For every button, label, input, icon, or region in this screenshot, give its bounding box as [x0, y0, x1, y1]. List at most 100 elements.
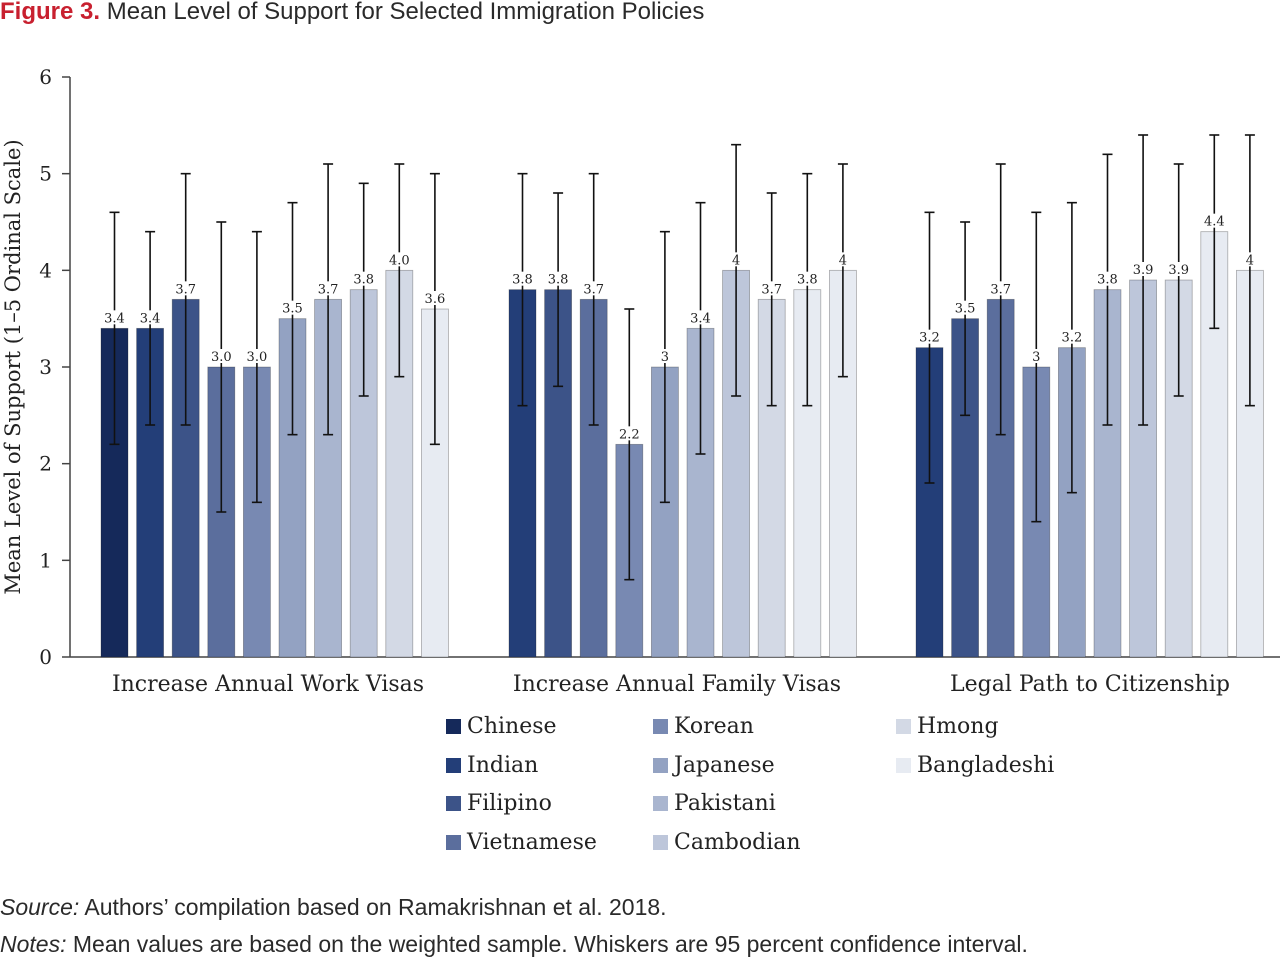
- bar-pakistani: [686, 327, 715, 658]
- data-label-bg: [508, 271, 537, 286]
- data-label-bg: [171, 281, 200, 296]
- data-label: 3.5: [955, 302, 976, 317]
- legend-swatch: [653, 757, 668, 773]
- data-label-bg: [420, 291, 449, 305]
- data-label: 3: [661, 350, 669, 365]
- legend-item-pakistani: Pakistani: [653, 791, 776, 816]
- data-label: 3.7: [583, 282, 604, 297]
- notes-text: Mean values are based on the weighted sa…: [66, 931, 1028, 957]
- legend-item-cambodian: Cambodian: [653, 830, 801, 855]
- data-label-bg: [686, 310, 715, 325]
- source-text: Authors’ compilation based on Ramakrishn…: [79, 894, 667, 920]
- data-label: 3.6: [425, 292, 446, 307]
- category-label: Legal Path to Citizenship: [950, 672, 1230, 697]
- source-note: Source: Authors’ compilation based on Ra…: [0, 894, 667, 921]
- data-label: 4.4: [1204, 215, 1225, 230]
- data-label: 4: [1246, 253, 1254, 268]
- data-label: 3.7: [175, 282, 196, 297]
- data-label: 3.7: [318, 282, 339, 297]
- legend-swatch: [653, 796, 668, 811]
- data-label: 3.4: [104, 311, 125, 326]
- category-label: Increase Annual Work Visas: [112, 672, 424, 697]
- y-tick-label: 1: [39, 548, 52, 572]
- data-label-bg: [658, 349, 671, 363]
- data-label: 3.8: [797, 273, 818, 288]
- data-label-bg: [242, 349, 271, 363]
- legend-swatch: [446, 757, 461, 773]
- data-label: 3.8: [353, 273, 374, 288]
- legend-swatch: [446, 834, 461, 850]
- legend-swatch: [653, 834, 668, 850]
- data-label-bg: [951, 300, 980, 315]
- data-label-bg: [1243, 252, 1256, 267]
- y-tick-label: 6: [39, 65, 52, 89]
- data-label-bg: [793, 271, 822, 286]
- legend-label: Filipino: [467, 791, 552, 816]
- notes-note: Notes: Mean values are based on the weig…: [0, 931, 1028, 958]
- data-label-bg: [986, 281, 1015, 296]
- data-label-bg: [207, 349, 236, 363]
- legend-swatch: [653, 719, 668, 734]
- y-tick-label: 4: [39, 258, 52, 282]
- legend-label: Bangladeshi: [917, 752, 1055, 778]
- data-label-bg: [1129, 262, 1158, 276]
- legend-label: Korean: [674, 714, 754, 739]
- data-label-bg: [136, 310, 165, 325]
- legend-item-vietnamese: Vietnamese: [446, 830, 597, 855]
- legend-swatch: [896, 719, 911, 734]
- data-label: 3.0: [247, 350, 268, 365]
- data-label: 3.8: [512, 273, 533, 288]
- data-label-bg: [1093, 271, 1122, 286]
- legend-swatch: [896, 757, 911, 773]
- y-tick-label: 0: [39, 645, 52, 669]
- legend-label: Japanese: [674, 752, 775, 778]
- legend-item-bangladeshi: Bangladeshi: [896, 753, 1054, 778]
- data-label: 3.2: [1062, 331, 1083, 346]
- data-label: 2.2: [619, 427, 640, 442]
- axes-layer: 0 1 2 3 4 5 6 Mean Level of Support (1–5 Ordina…: [1, 65, 1280, 669]
- figure-title: Figure 3. Mean Level of Support for Sele…: [0, 0, 704, 26]
- legend-label: Pakistani: [674, 791, 776, 816]
- notes-label: Notes:: [0, 931, 67, 957]
- legend-label: Indian: [467, 752, 539, 778]
- data-label: 3.4: [140, 311, 161, 326]
- bar-japanese: [278, 318, 307, 658]
- legend-item-indian: Indian: [446, 753, 538, 778]
- y-tick-label: 5: [39, 162, 52, 186]
- data-label-bg: [544, 271, 573, 286]
- data-label-bg: [349, 271, 378, 286]
- legend-swatch: [446, 719, 461, 734]
- legend-item-japanese: Japanese: [653, 753, 775, 778]
- data-label-bg: [1200, 213, 1229, 228]
- data-label: 3.8: [548, 273, 569, 288]
- data-label: 3.5: [282, 302, 303, 317]
- data-label: 3.8: [1097, 273, 1118, 288]
- data-label: 3.0: [211, 350, 232, 365]
- data-label-bg: [757, 281, 786, 296]
- data-label: 3.9: [1168, 263, 1189, 278]
- legend-item-filipino: Filipino: [446, 791, 552, 816]
- data-label: 3.9: [1133, 263, 1154, 278]
- legend-label: Hmong: [917, 714, 999, 739]
- bars-layer: [100, 134, 1264, 658]
- data-label-bg: [1030, 349, 1043, 363]
- data-label-bg: [579, 281, 608, 296]
- figure-title-text: Mean Level of Support for Selected Immig…: [106, 0, 705, 25]
- legend-label: Vietnamese: [467, 829, 597, 855]
- legend-label: Chinese: [467, 714, 557, 739]
- data-label: 3.7: [761, 282, 782, 297]
- data-label-bg: [730, 252, 743, 267]
- data-label-bg: [314, 281, 343, 296]
- legend-swatch: [446, 796, 461, 811]
- y-tick-label: 3: [39, 355, 52, 379]
- data-label-bg: [1164, 262, 1193, 276]
- data-label-bg: [278, 300, 307, 315]
- y-axis-title: Mean Level of Support (1–5 Ordinal Scale…: [1, 139, 25, 594]
- legend-item-chinese: Chinese: [446, 714, 557, 739]
- data-label: 4.0: [389, 253, 410, 268]
- source-label: Source:: [0, 894, 80, 920]
- category-label: Increase Annual Family Visas: [513, 672, 841, 697]
- data-label: 4: [839, 253, 847, 268]
- labels-layer: 3.4 3.4 3.8 3.2 3.7 3.8 3.5 3.0 3.7 3.7 3.0 2.2 3 3.5…: [100, 213, 1256, 697]
